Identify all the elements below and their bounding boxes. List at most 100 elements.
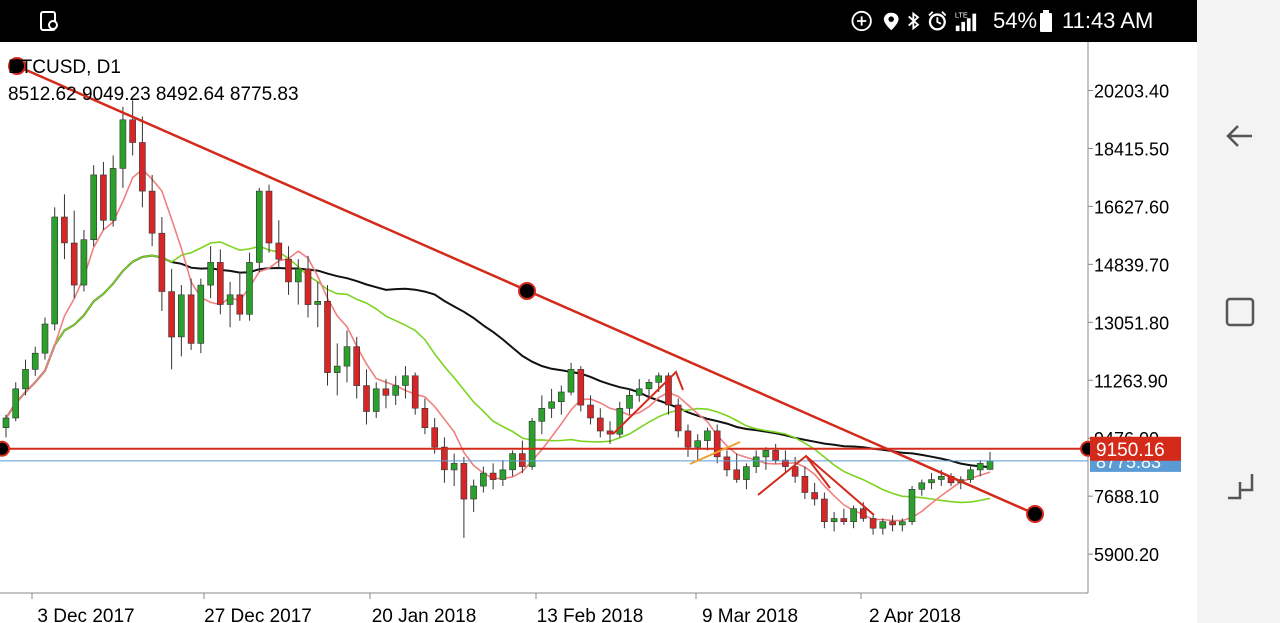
candle-bear [587,404,594,419]
candle-bear [129,119,136,143]
hline-price-badge [1090,436,1181,461]
y-tick-label: 7688.10 [1094,487,1159,507]
candle-bear [70,242,78,286]
candle-bull [109,168,117,221]
candle-bull [499,469,507,480]
candle-bear [236,294,244,315]
candle-bear [518,453,526,467]
candle-bull [743,466,750,480]
candle-bull [918,482,926,490]
x-tick-label: 27 Dec 2017 [204,606,312,623]
candle-bull [80,239,88,286]
x-tick-label: 2 Apr 2018 [869,606,961,623]
candle-bear [821,498,828,523]
bluetooth-icon [908,11,920,31]
candle-bull [898,521,906,526]
candle-bear [811,492,818,500]
hline-handle-left [0,440,10,457]
back-icon[interactable] [1222,118,1258,154]
candle-bear [158,232,166,292]
drawn-lines [0,57,1096,523]
candle-bear [411,375,419,409]
candle-bear [723,456,731,471]
candle-bear [421,407,429,428]
price-chart[interactable]: 20203.40 18415.50 16627.60 14839.70 13051.80… [0,42,1197,623]
lte-signal-icon: LTE [955,10,977,32]
candle-bull [480,472,487,487]
x-tick-label: 13 Feb 2018 [537,606,644,623]
status-icons: LTE [851,10,977,32]
candle-bear [363,385,370,412]
y-tick-label: 5900.20 [1094,545,1159,565]
y-tick-label: 11263.90 [1094,371,1168,391]
candle-bull [12,388,19,419]
candle-bear [791,466,799,477]
candle-bull [937,475,945,480]
home-icon[interactable] [1222,294,1258,330]
candle-bull [90,174,97,240]
axis-labels: 20203.40 18415.50 16627.60 14839.70 13051.80… [37,82,1181,623]
candle-bull [967,469,974,480]
candle-bull [470,485,477,500]
screenshot-icon [40,11,58,31]
y-tick-label: 18415.50 [1094,139,1169,159]
candle-bear [596,417,604,432]
ma-fast [5,168,991,522]
candle-bear [869,518,877,529]
candle-bull [928,479,935,484]
candle-bull [557,391,565,402]
y-tick-label: 13051.80 [1094,313,1169,333]
trendline-handle-start [8,57,26,75]
candle-bear [187,294,195,344]
candle-bull [509,453,516,471]
candle-bear [889,521,896,526]
candle-bull [626,394,633,409]
recent-apps-icon[interactable] [1222,468,1258,504]
candle-bull [372,388,380,412]
candle-bull [41,323,49,354]
candle-bull [694,440,702,448]
candle-bear [674,404,682,432]
candle-bull [908,488,916,522]
candle-bear [782,459,789,467]
candle-bull [197,284,205,344]
candle-bear [217,262,224,305]
candle-bear [460,463,468,500]
candle-bear [139,142,146,192]
trendline-handle-end [1026,505,1044,523]
add-circle-icon [851,10,872,32]
candle-bull [986,460,994,470]
y-tick-label: 14839.70 [1094,255,1169,275]
candles [2,100,994,538]
candle-bull [752,456,760,467]
candle-bull [450,463,458,471]
y-tick-label: 20203.40 [1094,82,1169,102]
candle-bear [431,427,439,448]
candle-bear [665,375,672,406]
candle-bull [314,300,322,305]
navigation-bar [1197,0,1280,623]
candle-bear [275,242,283,260]
candle-bull [850,508,857,523]
pattern-line [612,370,684,435]
candle-bull [616,407,624,435]
candle-bull [762,450,770,458]
trendline-handle-mid [518,282,536,300]
candle-bull [51,216,59,325]
candle-bear [840,518,848,523]
y-tick-label: 16627.60 [1094,197,1169,217]
candle-bull [635,388,643,396]
candle-bull [548,401,555,409]
x-tick-label: 3 Dec 2017 [37,606,134,623]
chart-area[interactable]: 20203.40 18415.50 16627.60 14839.70 13051.80… [0,42,1197,623]
pattern-line [805,455,875,516]
candle-bull [830,518,838,523]
candle-bull [207,262,214,286]
candle-bull [119,119,127,169]
candle-bear [684,430,692,448]
candle-bull [655,375,663,383]
ohlc-header: 8512.62 9049.23 8492.64 8775.83 [8,84,299,105]
candle-bear [61,216,68,244]
location-icon [883,12,899,31]
moving-averages [5,168,991,522]
